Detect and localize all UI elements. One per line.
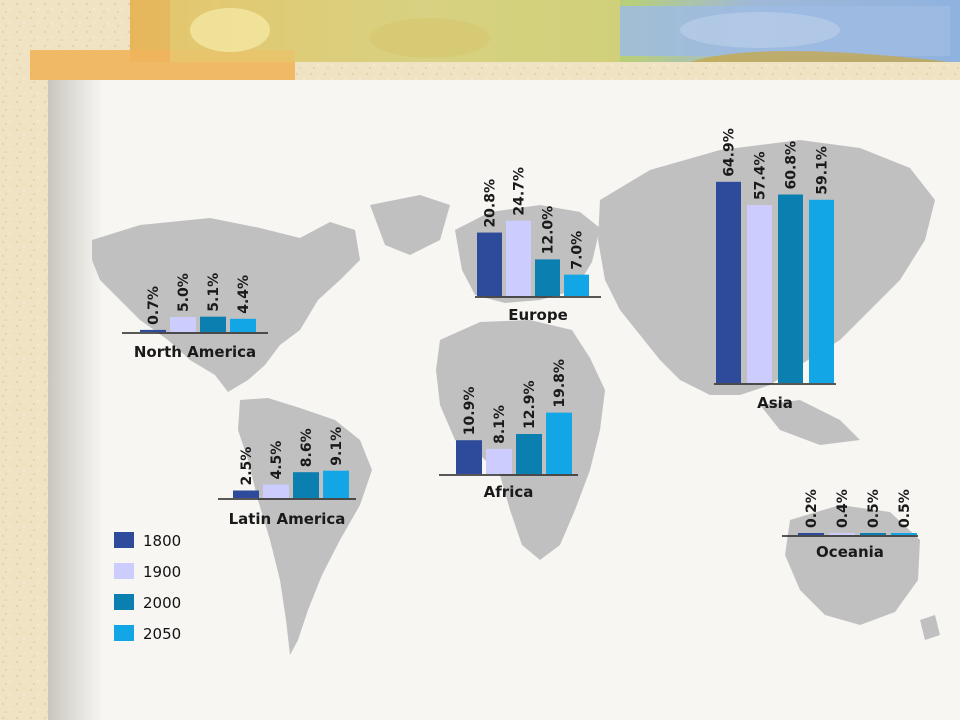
- bar-africa-1900: [486, 448, 512, 474]
- region-oceania: 0.2% 0.4% 0.5% 0.5% Oceania: [782, 489, 918, 561]
- value-label: 8.6%: [299, 428, 315, 467]
- value-label: 5.0%: [176, 273, 192, 312]
- region-africa: 10.9% 8.1% 12.9% 19.8% Africa: [439, 359, 578, 501]
- value-label: 12.0%: [541, 206, 557, 255]
- region-latin-america: 2.5% 4.5% 8.6% 9.1% Latin America: [218, 427, 356, 528]
- legend-swatch-1900: [114, 563, 134, 579]
- value-label: 19.8%: [552, 359, 568, 408]
- chart-legend: 1800 1900 2000 2050: [114, 532, 181, 643]
- bar-north-america-2000: [200, 316, 226, 332]
- region-europe: 20.8% 24.7% 12.0% 7.0% Europe: [475, 167, 601, 324]
- bar-africa-1800: [456, 440, 482, 474]
- region-north-america: 0.7% 5.0% 5.1% 4.4% North America: [122, 273, 268, 361]
- bar-north-america-2050: [230, 318, 256, 332]
- value-label: 57.4%: [753, 151, 769, 200]
- value-label: 7.0%: [570, 231, 586, 270]
- region-label: Europe: [508, 306, 568, 324]
- bar-oceania-1900: [829, 533, 855, 535]
- legend-label-2050: 2050: [143, 625, 181, 643]
- bar-asia-2000: [778, 194, 803, 383]
- value-label: 0.4%: [835, 489, 851, 528]
- value-label: 24.7%: [512, 167, 528, 216]
- value-label: 64.9%: [722, 128, 738, 177]
- legend-swatch-2000: [114, 594, 134, 610]
- bar-oceania-2050: [891, 533, 917, 535]
- bar-africa-2050: [546, 412, 572, 474]
- value-label: 59.1%: [815, 146, 831, 195]
- region-asia: 64.9% 57.4% 60.8% 59.1% Asia: [714, 128, 836, 412]
- header-banner: [30, 0, 960, 80]
- value-label: 0.5%: [866, 489, 882, 528]
- bar-asia-1900: [747, 205, 772, 383]
- bar-europe-1900: [506, 220, 531, 296]
- value-label: 0.2%: [804, 489, 820, 528]
- bar-africa-2000: [516, 434, 542, 474]
- bar-latin-america-2050: [323, 470, 349, 498]
- region-label: North America: [134, 343, 256, 361]
- bar-latin-america-2000: [293, 472, 319, 498]
- bar-asia-1800: [716, 181, 741, 383]
- bar-latin-america-1800: [233, 490, 259, 498]
- value-label: 2.5%: [239, 447, 255, 486]
- bar-oceania-1800: [798, 533, 824, 535]
- value-label: 20.8%: [483, 179, 499, 228]
- legend-label-2000: 2000: [143, 594, 181, 612]
- bar-latin-america-1900: [263, 484, 289, 498]
- bar-asia-2050: [809, 199, 834, 383]
- value-label: 10.9%: [462, 387, 478, 436]
- region-label: Asia: [757, 394, 793, 412]
- region-label: Latin America: [229, 510, 346, 528]
- value-label: 12.9%: [522, 380, 538, 429]
- legend-swatch-1800: [114, 532, 134, 548]
- value-label: 0.5%: [897, 489, 913, 528]
- value-label: 60.8%: [784, 141, 800, 190]
- value-label: 0.7%: [146, 286, 162, 325]
- value-label: 8.1%: [492, 405, 508, 444]
- bar-oceania-2000: [860, 533, 886, 535]
- bar-europe-2050: [564, 274, 589, 296]
- legend-label-1900: 1900: [143, 563, 181, 581]
- value-label: 5.1%: [206, 273, 222, 312]
- bar-north-america-1900: [170, 317, 196, 332]
- legend-swatch-2050: [114, 625, 134, 641]
- value-label: 4.5%: [269, 441, 285, 480]
- value-label: 4.4%: [236, 275, 252, 314]
- bar-north-america-1800: [140, 329, 166, 332]
- region-label: Africa: [484, 483, 534, 501]
- value-label: 9.1%: [329, 427, 345, 466]
- bar-europe-2000: [535, 259, 560, 296]
- bar-europe-1800: [477, 232, 502, 296]
- regions-layer: 0.7% 5.0% 5.1% 4.4% North America 2.5% 4.5% 8.6…: [122, 128, 918, 561]
- legend-label-1800: 1800: [143, 532, 181, 550]
- region-label: Oceania: [816, 543, 884, 561]
